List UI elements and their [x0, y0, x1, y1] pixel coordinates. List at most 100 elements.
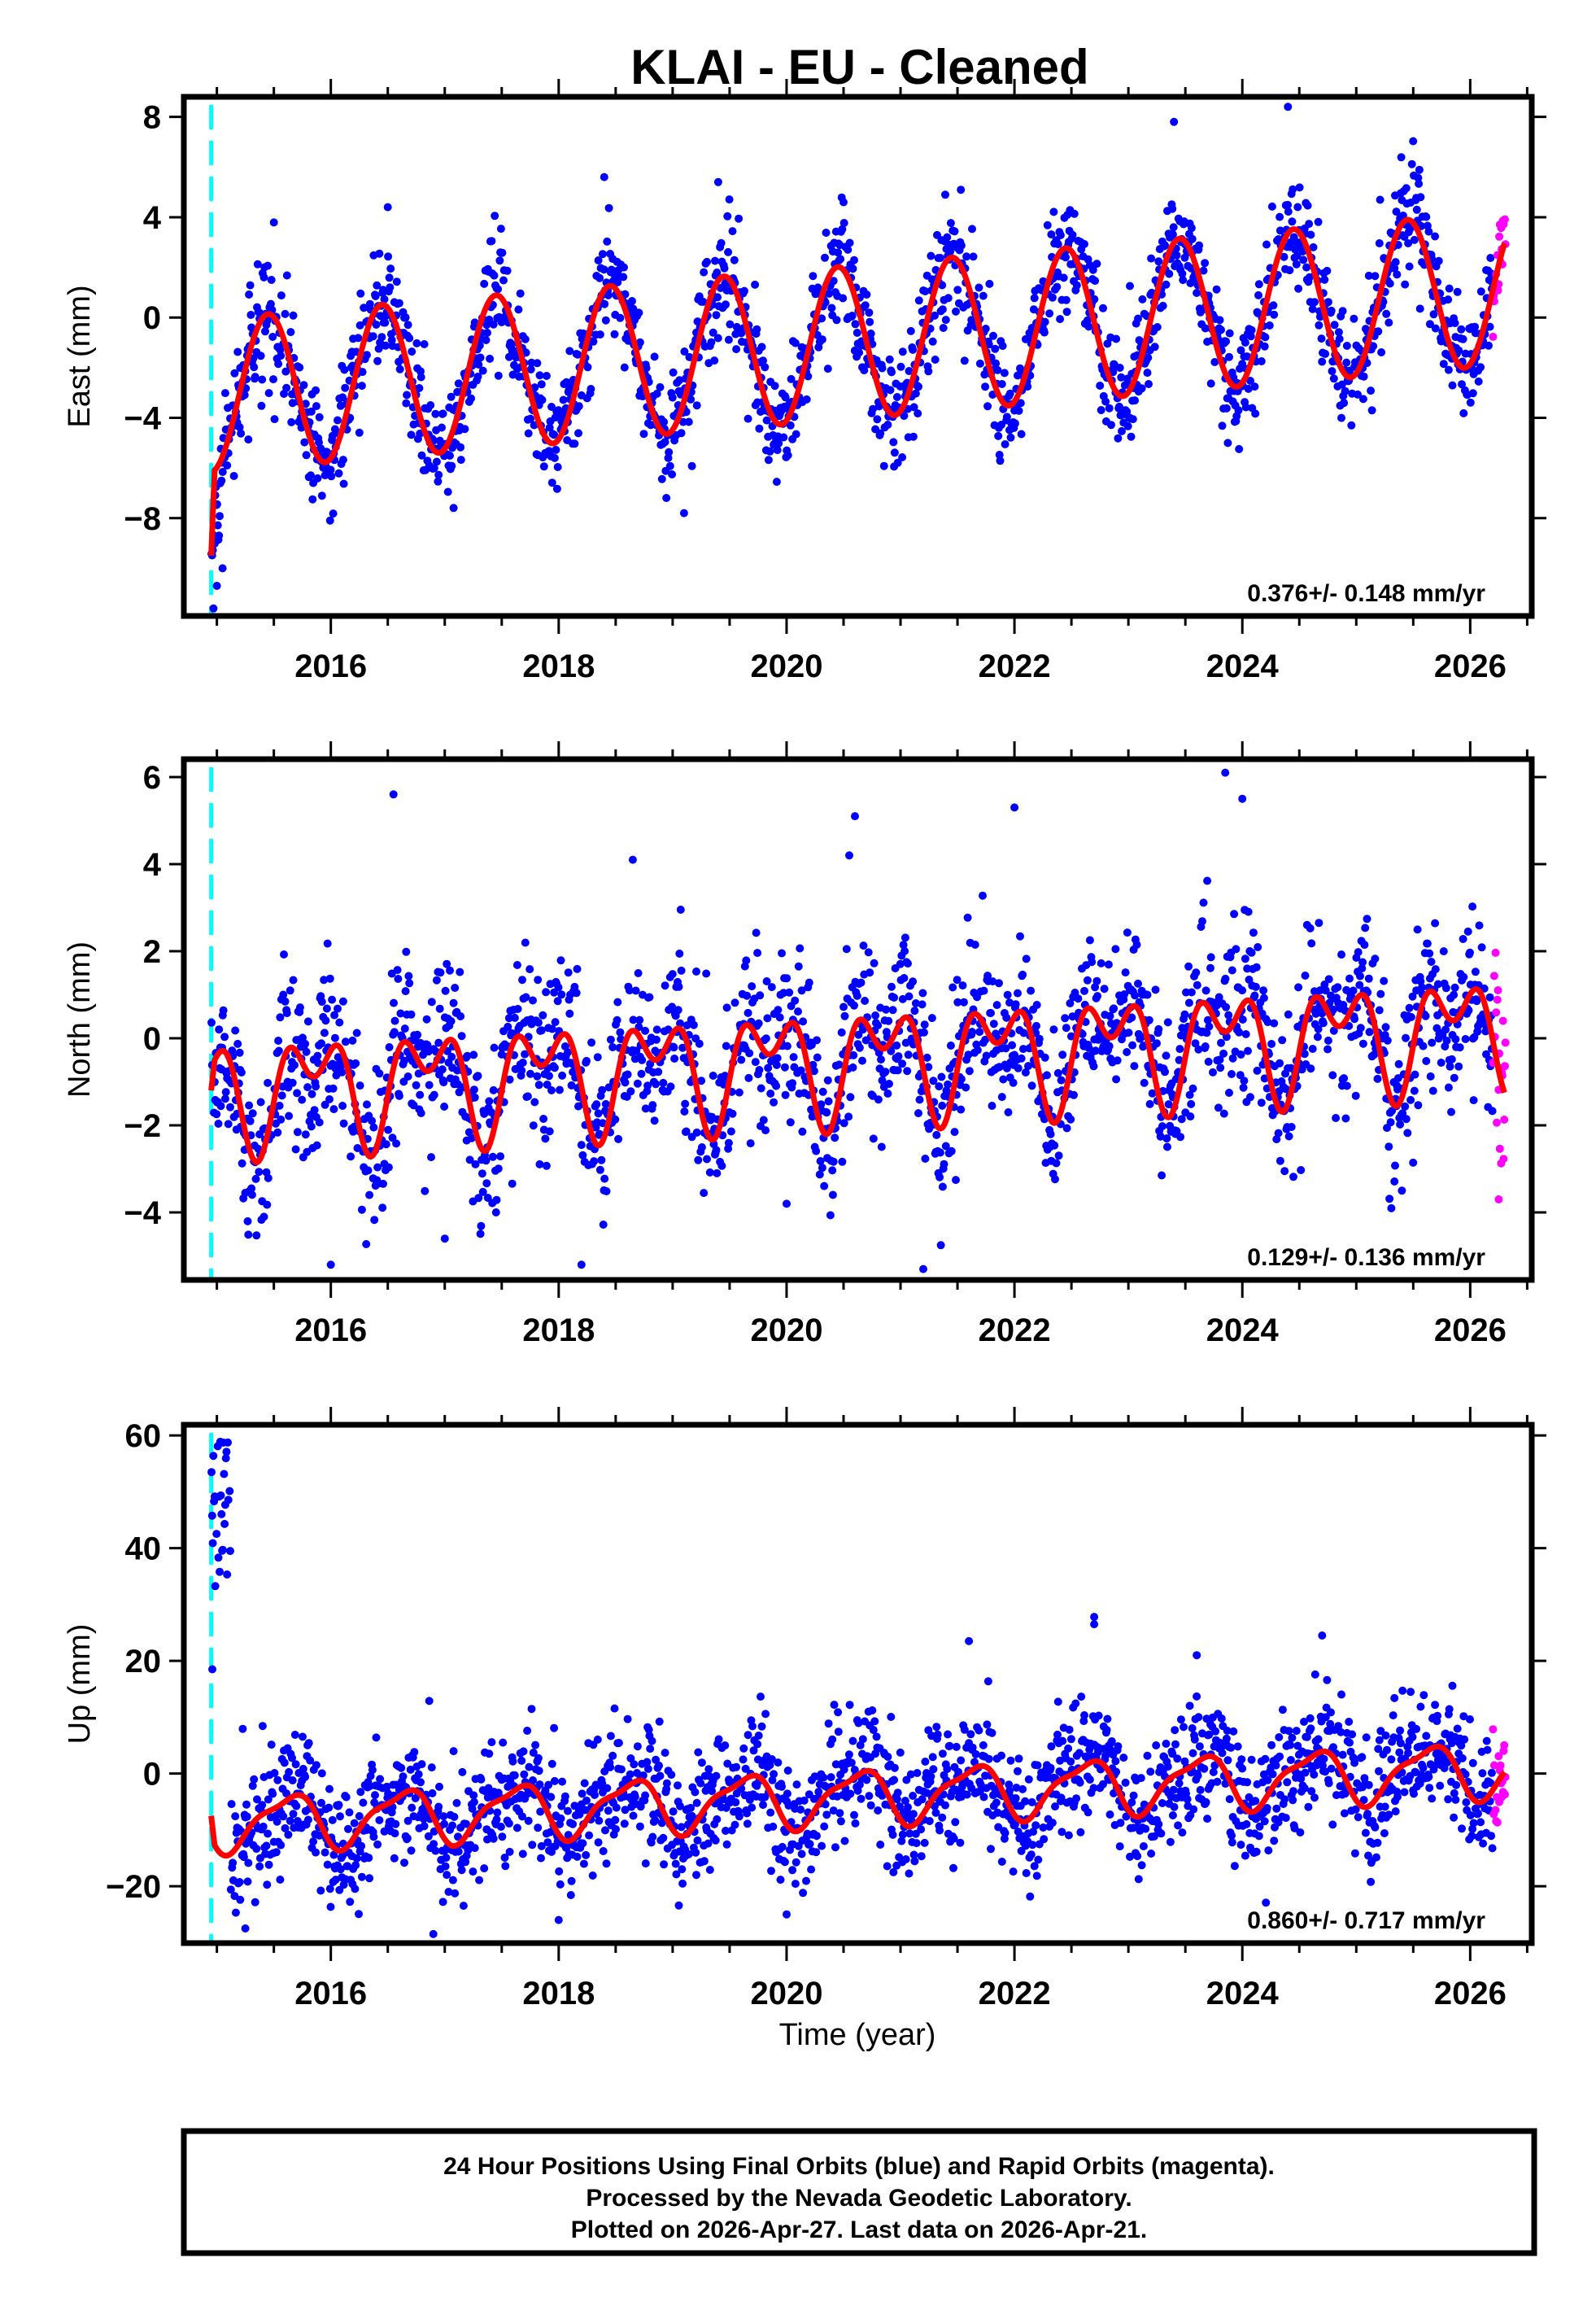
- final-point: [526, 365, 535, 373]
- final-point: [1403, 1129, 1412, 1138]
- final-point: [1278, 1036, 1287, 1045]
- final-point: [1317, 334, 1326, 343]
- final-point: [359, 1798, 368, 1807]
- final-point: [742, 956, 751, 965]
- final-point: [277, 352, 286, 360]
- final-point: [952, 1176, 960, 1185]
- final-point: [873, 415, 882, 424]
- final-point: [217, 476, 226, 485]
- rapid-point: [1495, 1144, 1504, 1153]
- final-point: [735, 214, 743, 223]
- final-point: [979, 891, 987, 900]
- final-point: [791, 996, 800, 1005]
- final-point: [1476, 287, 1485, 296]
- final-point: [600, 1174, 609, 1183]
- final-point: [661, 1749, 669, 1758]
- final-point: [419, 1815, 428, 1823]
- final-point: [1010, 419, 1019, 428]
- final-point: [788, 1079, 797, 1088]
- final-point: [893, 458, 902, 467]
- final-point: [1345, 1021, 1354, 1030]
- final-point: [416, 373, 425, 382]
- final-point: [730, 1820, 739, 1829]
- final-point: [1053, 1068, 1062, 1077]
- final-point: [575, 1810, 584, 1819]
- final-point: [684, 1850, 693, 1858]
- final-point: [786, 421, 795, 430]
- final-point: [668, 970, 677, 979]
- final-point: [1030, 294, 1039, 303]
- final-point: [805, 1840, 814, 1849]
- final-point: [1318, 357, 1327, 366]
- final-point: [329, 509, 338, 518]
- final-point: [988, 1102, 996, 1110]
- final-point: [981, 382, 990, 391]
- final-point: [412, 1081, 421, 1090]
- final-point: [269, 218, 278, 227]
- final-point: [392, 1139, 401, 1148]
- final-point: [487, 237, 496, 246]
- final-point: [720, 264, 729, 273]
- final-point: [1455, 1043, 1464, 1052]
- final-point: [887, 982, 896, 991]
- final-point: [1225, 352, 1233, 361]
- final-point: [898, 994, 907, 1003]
- final-point: [447, 392, 456, 401]
- final-point: [746, 1139, 755, 1148]
- final-point: [957, 1105, 966, 1114]
- final-point: [336, 1865, 345, 1874]
- final-point: [435, 1782, 443, 1791]
- final-point: [1407, 159, 1416, 168]
- final-point: [282, 1789, 291, 1798]
- final-point: [480, 1109, 489, 1118]
- final-point: [382, 341, 390, 350]
- final-point: [661, 438, 669, 447]
- final-point: [1485, 322, 1494, 331]
- final-point: [877, 1142, 886, 1151]
- final-point: [1091, 983, 1100, 992]
- final-point: [285, 1767, 294, 1776]
- final-point: [1358, 958, 1367, 967]
- final-point: [957, 186, 966, 194]
- final-point: [259, 273, 268, 282]
- final-point: [654, 1068, 663, 1077]
- final-point: [1358, 395, 1367, 404]
- final-point: [606, 1732, 615, 1740]
- final-point: [781, 393, 790, 402]
- final-point: [539, 1011, 547, 1020]
- final-point: [1450, 990, 1459, 999]
- final-point: [612, 1825, 620, 1833]
- final-point: [778, 949, 786, 958]
- final-point: [331, 1876, 340, 1885]
- final-point: [829, 1157, 838, 1166]
- final-point: [1241, 338, 1249, 347]
- final-point: [818, 1087, 827, 1096]
- final-point: [1163, 1142, 1171, 1151]
- final-point: [1466, 948, 1474, 957]
- final-point: [352, 1029, 361, 1037]
- final-point: [446, 966, 454, 975]
- final-point: [1134, 979, 1142, 988]
- final-point: [577, 1141, 586, 1150]
- final-point: [547, 1024, 556, 1033]
- final-point: [476, 353, 485, 362]
- final-point: [526, 414, 534, 423]
- final-point: [824, 1719, 833, 1728]
- final-point: [543, 1081, 552, 1089]
- final-point: [516, 289, 525, 298]
- final-point: [530, 1098, 539, 1107]
- final-point: [783, 1789, 791, 1798]
- final-point: [799, 1017, 808, 1026]
- final-point: [454, 1847, 463, 1856]
- final-point: [662, 1779, 671, 1788]
- final-point: [1228, 1070, 1236, 1078]
- final-point: [865, 1792, 874, 1801]
- x-tick-label: 2026: [1434, 649, 1507, 684]
- final-point: [792, 1780, 801, 1789]
- final-point: [207, 1468, 216, 1477]
- final-point: [1178, 269, 1187, 278]
- final-point: [534, 1754, 543, 1762]
- final-point: [556, 1880, 565, 1889]
- final-point: [436, 968, 445, 977]
